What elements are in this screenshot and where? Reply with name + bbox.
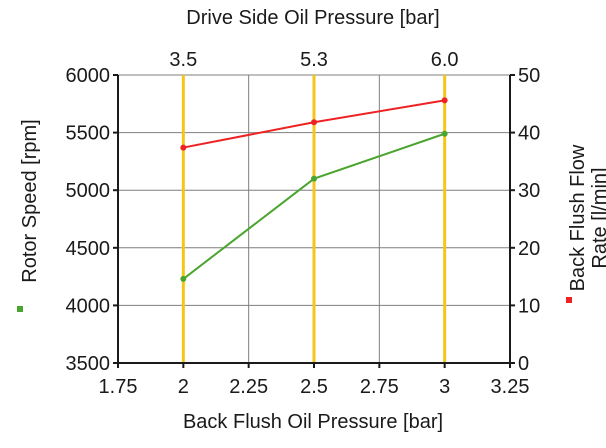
y2-tick-label: 10 — [518, 295, 540, 317]
x-top-tick-label: 5.3 — [300, 49, 328, 71]
x-top-tick-label: 6.0 — [431, 49, 459, 71]
y2-tick-label: 30 — [518, 180, 540, 202]
y2-tick-label: 40 — [518, 123, 540, 145]
series-point — [441, 97, 448, 104]
y-tick-label: 6000 — [66, 65, 111, 87]
x-tick-label: 1.75 — [99, 376, 138, 398]
x-tick-label: 3 — [439, 376, 450, 398]
series-point — [311, 119, 317, 126]
axes — [113, 74, 515, 368]
x-axis-title: Back Flush Oil Pressure [bar] — [183, 411, 443, 433]
x-tick-label: 2.5 — [300, 376, 328, 398]
right-axis-title-group: Back Flush Flow Rate [l/min] — [567, 144, 606, 291]
series-point — [311, 175, 317, 182]
y-tick-label: 5000 — [66, 180, 111, 202]
y-tick-label: 3500 — [66, 353, 111, 375]
data-series — [180, 97, 448, 282]
y-tick-label: 5500 — [66, 123, 111, 145]
top-axis-title: Drive Side Oil Pressure [bar] — [186, 7, 439, 29]
y2-axis-title-line-2: Rate [l/min] — [589, 167, 606, 268]
series-point — [180, 144, 187, 151]
x-tick-label: 3.25 — [491, 376, 530, 398]
series-point — [180, 275, 187, 282]
x-tick-label: 2.75 — [360, 376, 399, 398]
y-tick-label: 4000 — [66, 295, 111, 317]
x-tick-label: 2.25 — [229, 376, 268, 398]
y2-axis-title-line-1: Back Flush Flow — [567, 144, 589, 291]
y2-tick-label: 50 — [518, 65, 540, 87]
y-tick-label: 4500 — [66, 238, 111, 260]
x-tick-label: 2 — [178, 376, 189, 398]
left-axis-legend-marker — [17, 306, 23, 312]
series-point — [441, 130, 448, 137]
x-top-tick-label: 3.5 — [169, 49, 197, 71]
y2-tick-label: 20 — [518, 238, 540, 260]
tick-labels: 3500 4000 4500 5000 5500 6000 0 10 20 30 40 50 1.75 2… — [66, 49, 541, 398]
y-axis-title: Rotor Speed [rpm] — [19, 119, 41, 282]
left-axis-title-group: Rotor Speed [rpm] — [19, 119, 41, 282]
right-axis-legend-marker — [566, 297, 572, 303]
highlight-lines — [181, 75, 447, 363]
y2-tick-label: 0 — [518, 353, 529, 375]
